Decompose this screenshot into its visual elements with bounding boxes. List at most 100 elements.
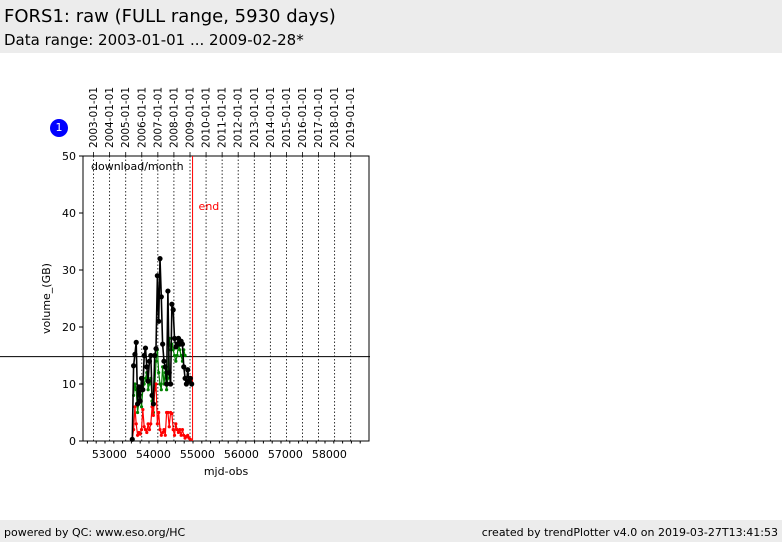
data-point-0	[158, 294, 164, 300]
data-point-1	[157, 371, 161, 375]
y-tick-label: 30	[62, 264, 76, 277]
data-point-0	[136, 384, 142, 390]
data-point-0	[187, 375, 193, 381]
footer-bar: powered by QC: www.eso.org/HC created by…	[0, 520, 782, 542]
header-bar: FORS1: raw (FULL range, 5930 days) Data …	[0, 0, 782, 53]
data-point-1	[172, 353, 177, 358]
footer-powered-by[interactable]: powered by QC: www.eso.org/HC	[4, 526, 186, 539]
data-point-2	[166, 410, 170, 415]
data-point-0	[167, 381, 174, 387]
data-point-0	[129, 436, 135, 442]
data-point-1	[171, 348, 175, 352]
top-axis-label: 2004-01-01	[104, 87, 116, 148]
plot-frame	[82, 155, 370, 442]
data-point-1	[165, 388, 169, 392]
data-point-2	[134, 422, 138, 426]
data-point-0	[179, 341, 186, 347]
data-point-2	[147, 428, 152, 432]
data-point-2	[188, 437, 192, 441]
plot-number-badge[interactable]: 1	[50, 119, 68, 137]
data-point-0	[145, 378, 151, 384]
data-point-0	[160, 341, 166, 347]
data-point-0	[161, 358, 167, 364]
data-point-2	[146, 422, 150, 426]
data-point-2	[180, 428, 185, 432]
data-point-2	[163, 433, 167, 437]
data-point-2	[141, 408, 145, 412]
data-point-2	[158, 428, 162, 432]
data-point-0	[189, 381, 195, 387]
data-point-2	[170, 412, 174, 416]
data-point-0	[185, 367, 191, 373]
data-point-2	[138, 432, 142, 436]
data-point-0	[144, 364, 150, 370]
top-axis-label: 2010-01-01	[201, 87, 213, 148]
top-axis-label: 2018-01-01	[329, 87, 341, 148]
data-point-2	[161, 430, 165, 435]
data-point-1	[174, 359, 178, 363]
data-point-2	[175, 428, 179, 432]
data-point-2	[162, 428, 166, 432]
data-point-2	[155, 422, 159, 426]
page-title: FORS1: raw (FULL range, 5930 days)	[4, 6, 336, 27]
data-point-1	[146, 388, 150, 392]
top-axis-label: 2003-01-01	[88, 87, 100, 148]
data-point-2	[143, 428, 148, 432]
data-point-2	[182, 433, 186, 437]
data-point-0	[164, 381, 170, 387]
data-point-2	[178, 428, 182, 432]
data-point-0	[165, 288, 171, 294]
data-point-1	[139, 405, 144, 409]
y-tick-label: 40	[62, 207, 76, 220]
top-axis-label: 2006-01-01	[136, 87, 148, 148]
data-point-2	[142, 425, 146, 429]
data-point-2	[167, 425, 171, 429]
data-point-1	[179, 353, 183, 358]
x-tick-label: 58000	[312, 448, 347, 461]
data-point-2	[145, 430, 149, 435]
data-point-0	[157, 256, 163, 262]
top-axis-label: 2015-01-01	[281, 87, 293, 148]
data-point-2	[172, 433, 177, 437]
footer-created-by: created by trendPlotter v4.0 on 2019-03-…	[481, 526, 778, 539]
top-axis-label: 2013-01-01	[249, 87, 261, 148]
data-point-0	[170, 307, 176, 313]
top-axis-label: 2011-01-01	[217, 87, 229, 148]
x-tick-label: 55000	[180, 448, 215, 461]
top-axis-label: 2019-01-01	[345, 87, 357, 148]
top-axis-label: 2009-01-01	[185, 87, 197, 148]
data-point-0	[142, 345, 149, 351]
data-range-subtitle: Data range: 2003-01-01 ... 2009-02-28*	[4, 31, 304, 49]
top-axis-label: 2017-01-01	[313, 87, 325, 148]
data-point-0	[181, 364, 187, 370]
data-point-2	[133, 405, 137, 409]
data-point-1	[178, 348, 182, 352]
data-point-0	[162, 364, 168, 370]
data-point-0	[140, 387, 146, 393]
data-point-0	[131, 363, 137, 369]
x-axis-label: mjd-obs	[204, 465, 249, 478]
series-line-0	[131, 258, 193, 440]
data-point-2	[171, 428, 175, 432]
data-point-2	[174, 422, 178, 426]
y-tick-label: 20	[62, 321, 76, 334]
data-point-0	[138, 375, 145, 381]
data-point-1	[133, 382, 137, 386]
data-point-0	[166, 370, 172, 376]
data-point-0	[152, 352, 158, 359]
data-point-2	[157, 410, 161, 415]
x-tick-label: 57000	[268, 448, 303, 461]
data-point-1	[135, 410, 140, 415]
data-point-0	[137, 398, 143, 404]
data-point-2	[186, 433, 190, 437]
data-point-0	[149, 392, 155, 398]
y-tick-label: 10	[62, 378, 76, 391]
data-point-0	[150, 401, 156, 407]
data-point-0	[132, 351, 138, 357]
data-point-2	[139, 428, 144, 432]
data-point-1	[143, 376, 148, 380]
data-point-0	[182, 375, 188, 381]
data-point-0	[146, 358, 153, 364]
data-point-0	[153, 346, 159, 352]
